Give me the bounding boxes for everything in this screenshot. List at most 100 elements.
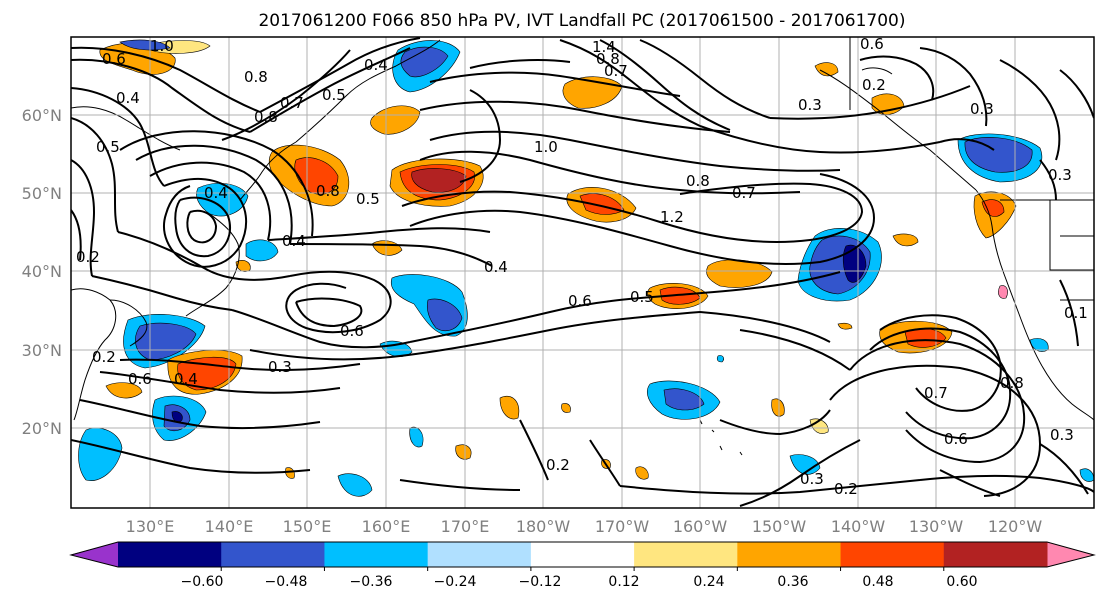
contour-label: 0.3 [800, 470, 824, 488]
contour-label: 0.7 [280, 94, 304, 112]
contour-label: 0.6 [944, 430, 968, 448]
lon-tick-label: 130°W [909, 517, 964, 536]
shade-negative [78, 427, 123, 481]
lon-tick-label: 170°E [441, 517, 490, 536]
contour-label: 0.5 [356, 190, 380, 208]
shade-negative [1079, 468, 1094, 482]
colorbar-tick-label: −0.24 [434, 574, 477, 590]
shade-positive [837, 322, 853, 330]
colorbar-tick-label: −0.60 [181, 574, 224, 590]
lon-tick-label: 170°W [595, 517, 650, 536]
shade-positive [814, 62, 839, 77]
shade-positive [411, 168, 467, 193]
contour-label: 0.3 [268, 358, 292, 376]
lon-tick-label: 140°W [831, 517, 886, 536]
colorbar-segment [530, 542, 635, 567]
shade-positive [455, 444, 472, 460]
lat-tick-label: 40°N [22, 262, 62, 281]
lon-tick-label: 120°W [988, 517, 1043, 536]
contour-label: 0.5 [630, 288, 654, 306]
colorbar-tick-label: −0.36 [350, 574, 393, 590]
contour-label: 0.3 [1048, 166, 1072, 184]
lon-tick-label: 160°W [673, 517, 728, 536]
lon-tick-label: 180°W [516, 517, 571, 536]
map-frame [70, 36, 1095, 509]
contour-label: 0.3 [798, 96, 822, 114]
contour-label: 0.4 [204, 184, 228, 202]
shade-negative [196, 183, 249, 217]
contour-label: 1.4 [592, 38, 616, 56]
contour-label: 1.0 [534, 138, 558, 156]
colorbar-tick-label: −0.48 [265, 574, 308, 590]
shade-positive [294, 157, 339, 195]
contour-label: 0.7 [924, 384, 948, 402]
contour-label: 0.2 [92, 348, 116, 366]
contour-label: 0.4 [364, 56, 388, 74]
colorbar-segment [737, 542, 842, 567]
colorbar-segment [840, 542, 945, 567]
lat-tick-label: 30°N [22, 341, 62, 360]
lat-tick-label: 50°N [22, 184, 62, 203]
contour-label: 0.5 [322, 86, 346, 104]
contour-label: 0.6 [102, 50, 126, 68]
shade-negative [245, 239, 279, 262]
shade-positive [981, 199, 1005, 217]
contour-label: 0.3 [970, 100, 994, 118]
shade-negative [135, 322, 197, 361]
contour-label: 0.2 [546, 456, 570, 474]
colorbar-extend-high [1047, 542, 1094, 567]
lat-tick-label: 60°N [22, 106, 62, 125]
contour-label: 0.6 [128, 370, 152, 388]
map-panel: 1.0 0.6 0.4 0.8 0.8 0.7 0.5 0.4 1.4 0.8 … [71, 35, 1094, 508]
lon-tick-label: 150°E [283, 517, 332, 536]
shade-positive [561, 403, 571, 413]
lon-tick-label: 130°E [126, 517, 175, 536]
contour-label: 1.2 [660, 208, 684, 226]
shade-positive [149, 40, 211, 54]
lat-tick-label: 20°N [22, 419, 62, 438]
shade-negative [426, 298, 463, 331]
lon-tick-label: 140°E [205, 517, 254, 536]
shade-positive [771, 398, 785, 417]
lon-tick-label: 150°W [752, 517, 807, 536]
chart-title: 2017061200 F066 850 hPa PV, IVT Landfall… [258, 11, 905, 31]
contour-label: 0.8 [244, 68, 268, 86]
shade-positive [235, 260, 251, 272]
contour-label: 0.6 [340, 322, 364, 340]
contour-label: 0.6 [860, 35, 884, 53]
lon-tick-label: 160°E [362, 517, 411, 536]
lon-axis: 130°E 140°E 150°E 160°E 170°E 180°W 170°… [126, 517, 1043, 536]
contour-label: 0.4 [174, 370, 198, 388]
shade-positive [370, 105, 421, 135]
colorbar-segment [324, 542, 429, 567]
contour-label: 0.8 [316, 182, 340, 200]
colorbar-tick-labels: −0.60 −0.48 −0.36 −0.24 −0.12 0.12 0.24 … [181, 574, 978, 590]
colorbar-tick-label: 0.36 [777, 574, 808, 590]
shade-negative [789, 454, 821, 475]
colorbar-segment [943, 542, 1048, 567]
colorbar-tick-label: 0.24 [693, 574, 724, 590]
contour-labels: 1.0 0.6 0.4 0.8 0.8 0.7 0.5 0.4 1.4 0.8 … [76, 35, 1088, 498]
anomaly-shading [78, 39, 1094, 497]
colorbar-tick-label: 0.48 [862, 574, 893, 590]
contour-label: 0.8 [1000, 374, 1024, 392]
shade-negative [716, 355, 724, 363]
shade-negative [663, 388, 705, 411]
colorbar-outline [69, 541, 1096, 568]
shade-negative [337, 473, 373, 497]
shade-negative [171, 411, 183, 423]
shade-positive [499, 396, 520, 420]
contour-label: 0.7 [732, 184, 756, 202]
colorbar-extend-low [71, 542, 118, 567]
colorbar-segment [118, 542, 222, 567]
contour-label: 0.8 [686, 172, 710, 190]
shade-positive [998, 285, 1008, 299]
shade-positive [105, 382, 143, 399]
pv-contours [71, 37, 1094, 507]
shade-positive [635, 466, 649, 480]
contour-label: 0.1 [1064, 304, 1088, 322]
contour-label: 0.5 [96, 138, 120, 156]
contour-label: 0.4 [484, 258, 508, 276]
shade-positive [892, 233, 919, 247]
